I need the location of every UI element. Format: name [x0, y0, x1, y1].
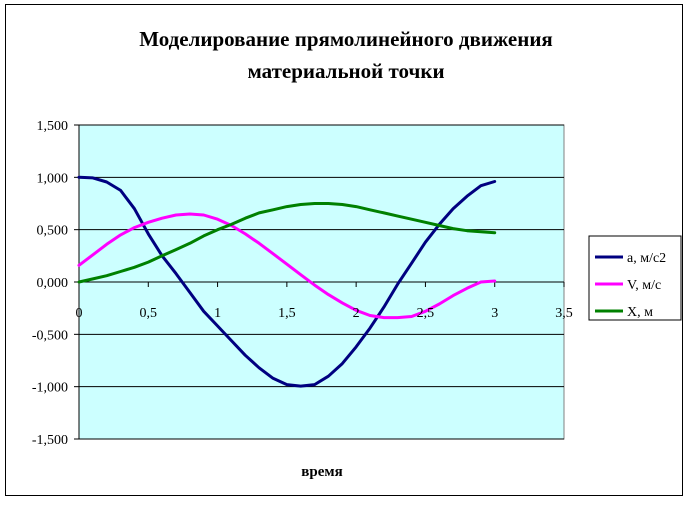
y-tick-label: -1,500	[32, 433, 68, 448]
y-tick-label: 0,500	[37, 224, 69, 239]
y-tick-label: 1,000	[37, 171, 69, 186]
x-tick-label: 0	[76, 306, 83, 321]
series-lines	[77, 175, 497, 388]
tick-labels: 1,500 1,000 0,500 0,000 -0,500 -1,000 -1,500 0 0…	[32, 119, 573, 448]
x-axis-title: время	[301, 464, 342, 480]
x-tick-label: 2	[353, 306, 360, 321]
x-tick-label: 1,5	[278, 306, 296, 321]
legend-label: V, м/с	[627, 278, 661, 293]
series-line-1	[77, 175, 497, 388]
chart-title-line-1: Моделирование прямолинейного движения	[139, 27, 553, 51]
y-tick-label: 1,500	[37, 119, 69, 134]
x-tick-label: 0,5	[140, 306, 158, 321]
x-tick-label: 1	[214, 306, 221, 321]
legend-label: X, м	[627, 305, 653, 320]
x-tick-label: 2,5	[417, 306, 435, 321]
x-tick-label: 3,5	[555, 306, 573, 321]
y-tick-label: 0,000	[37, 276, 69, 291]
x-tick-label: 3	[491, 306, 498, 321]
y-tick-label: -0,500	[32, 328, 68, 343]
series-line-2	[77, 212, 497, 320]
legend: a, м/с2 V, м/с X, м	[595, 251, 666, 320]
legend-box	[588, 235, 682, 321]
series-line-3	[77, 202, 497, 284]
chart-title-line-2: материальной точки	[247, 59, 444, 83]
y-tick-label: -1,000	[32, 381, 68, 396]
legend-label: a, м/с2	[627, 251, 666, 266]
